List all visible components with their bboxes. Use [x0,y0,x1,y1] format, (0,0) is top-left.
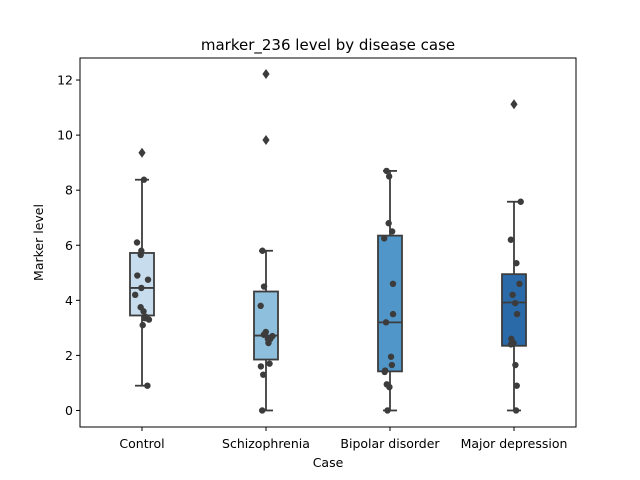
data-point [512,407,520,414]
data-point [133,239,141,246]
x-tick-label: Control [119,436,164,451]
box-group [129,147,155,389]
x-tick-label: Major depression [461,436,568,451]
data-point [257,363,265,370]
data-point [260,371,267,378]
data-point [508,335,515,343]
outlier-marker [510,99,518,110]
plot-area [129,68,527,414]
box [377,234,403,373]
data-point [140,176,148,183]
y-tick-label: 0 [65,403,73,418]
data-point [382,319,390,326]
data-point [512,299,519,307]
y-tick-label: 12 [57,73,73,88]
data-point [144,382,151,389]
x-axis: Control Schizophrenia Bipolar disorder Majo… [119,427,567,451]
data-point [513,382,520,389]
data-point [384,407,391,414]
box [501,273,527,347]
data-point [509,291,516,299]
box [253,290,279,361]
data-point [513,259,520,267]
data-point [266,360,273,367]
data-point [389,310,397,318]
outlier-marker [138,147,146,158]
data-point [138,284,145,292]
data-point [517,198,524,205]
data-point [260,283,268,290]
data-point [513,310,521,318]
data-point [389,280,397,288]
y-tick-label: 10 [57,128,73,143]
data-point [259,247,266,254]
data-point [388,228,396,235]
data-point [516,280,523,288]
data-point [381,367,389,374]
x-tick-label: Bipolar disorder [340,436,440,451]
data-point [385,173,393,180]
data-point [144,276,152,283]
data-point [387,353,395,360]
data-point [383,167,390,175]
y-tick-label: 4 [65,293,73,308]
y-tick-label: 2 [65,348,73,363]
data-point [257,302,264,310]
x-axis-label: Case [313,455,344,470]
data-point [381,235,388,242]
data-point [507,236,515,243]
data-point [385,220,392,227]
y-tick-label: 6 [65,238,73,253]
data-point [142,313,149,321]
data-point [138,247,145,254]
box-group [377,167,403,414]
outlier-marker [262,68,270,79]
plot-frame [79,57,577,428]
data-point [139,321,146,329]
y-tick-label: 8 [65,183,73,198]
data-point [134,272,141,279]
data-point [131,291,139,299]
data-point [259,407,266,414]
y-axis-label: Marker level [31,204,46,281]
data-point [388,361,396,369]
box-group [253,68,279,414]
data-point [269,332,276,340]
data-point [383,381,390,388]
box-group [501,99,527,414]
data-point [137,304,144,311]
outlier-marker [262,135,270,146]
data-point [262,328,269,336]
data-point [512,361,519,369]
x-tick-label: Schizophrenia [222,436,310,451]
chart-title: marker_236 level by disease case [201,36,455,55]
y-axis: 0 2 4 6 8 10 12 [57,73,80,418]
